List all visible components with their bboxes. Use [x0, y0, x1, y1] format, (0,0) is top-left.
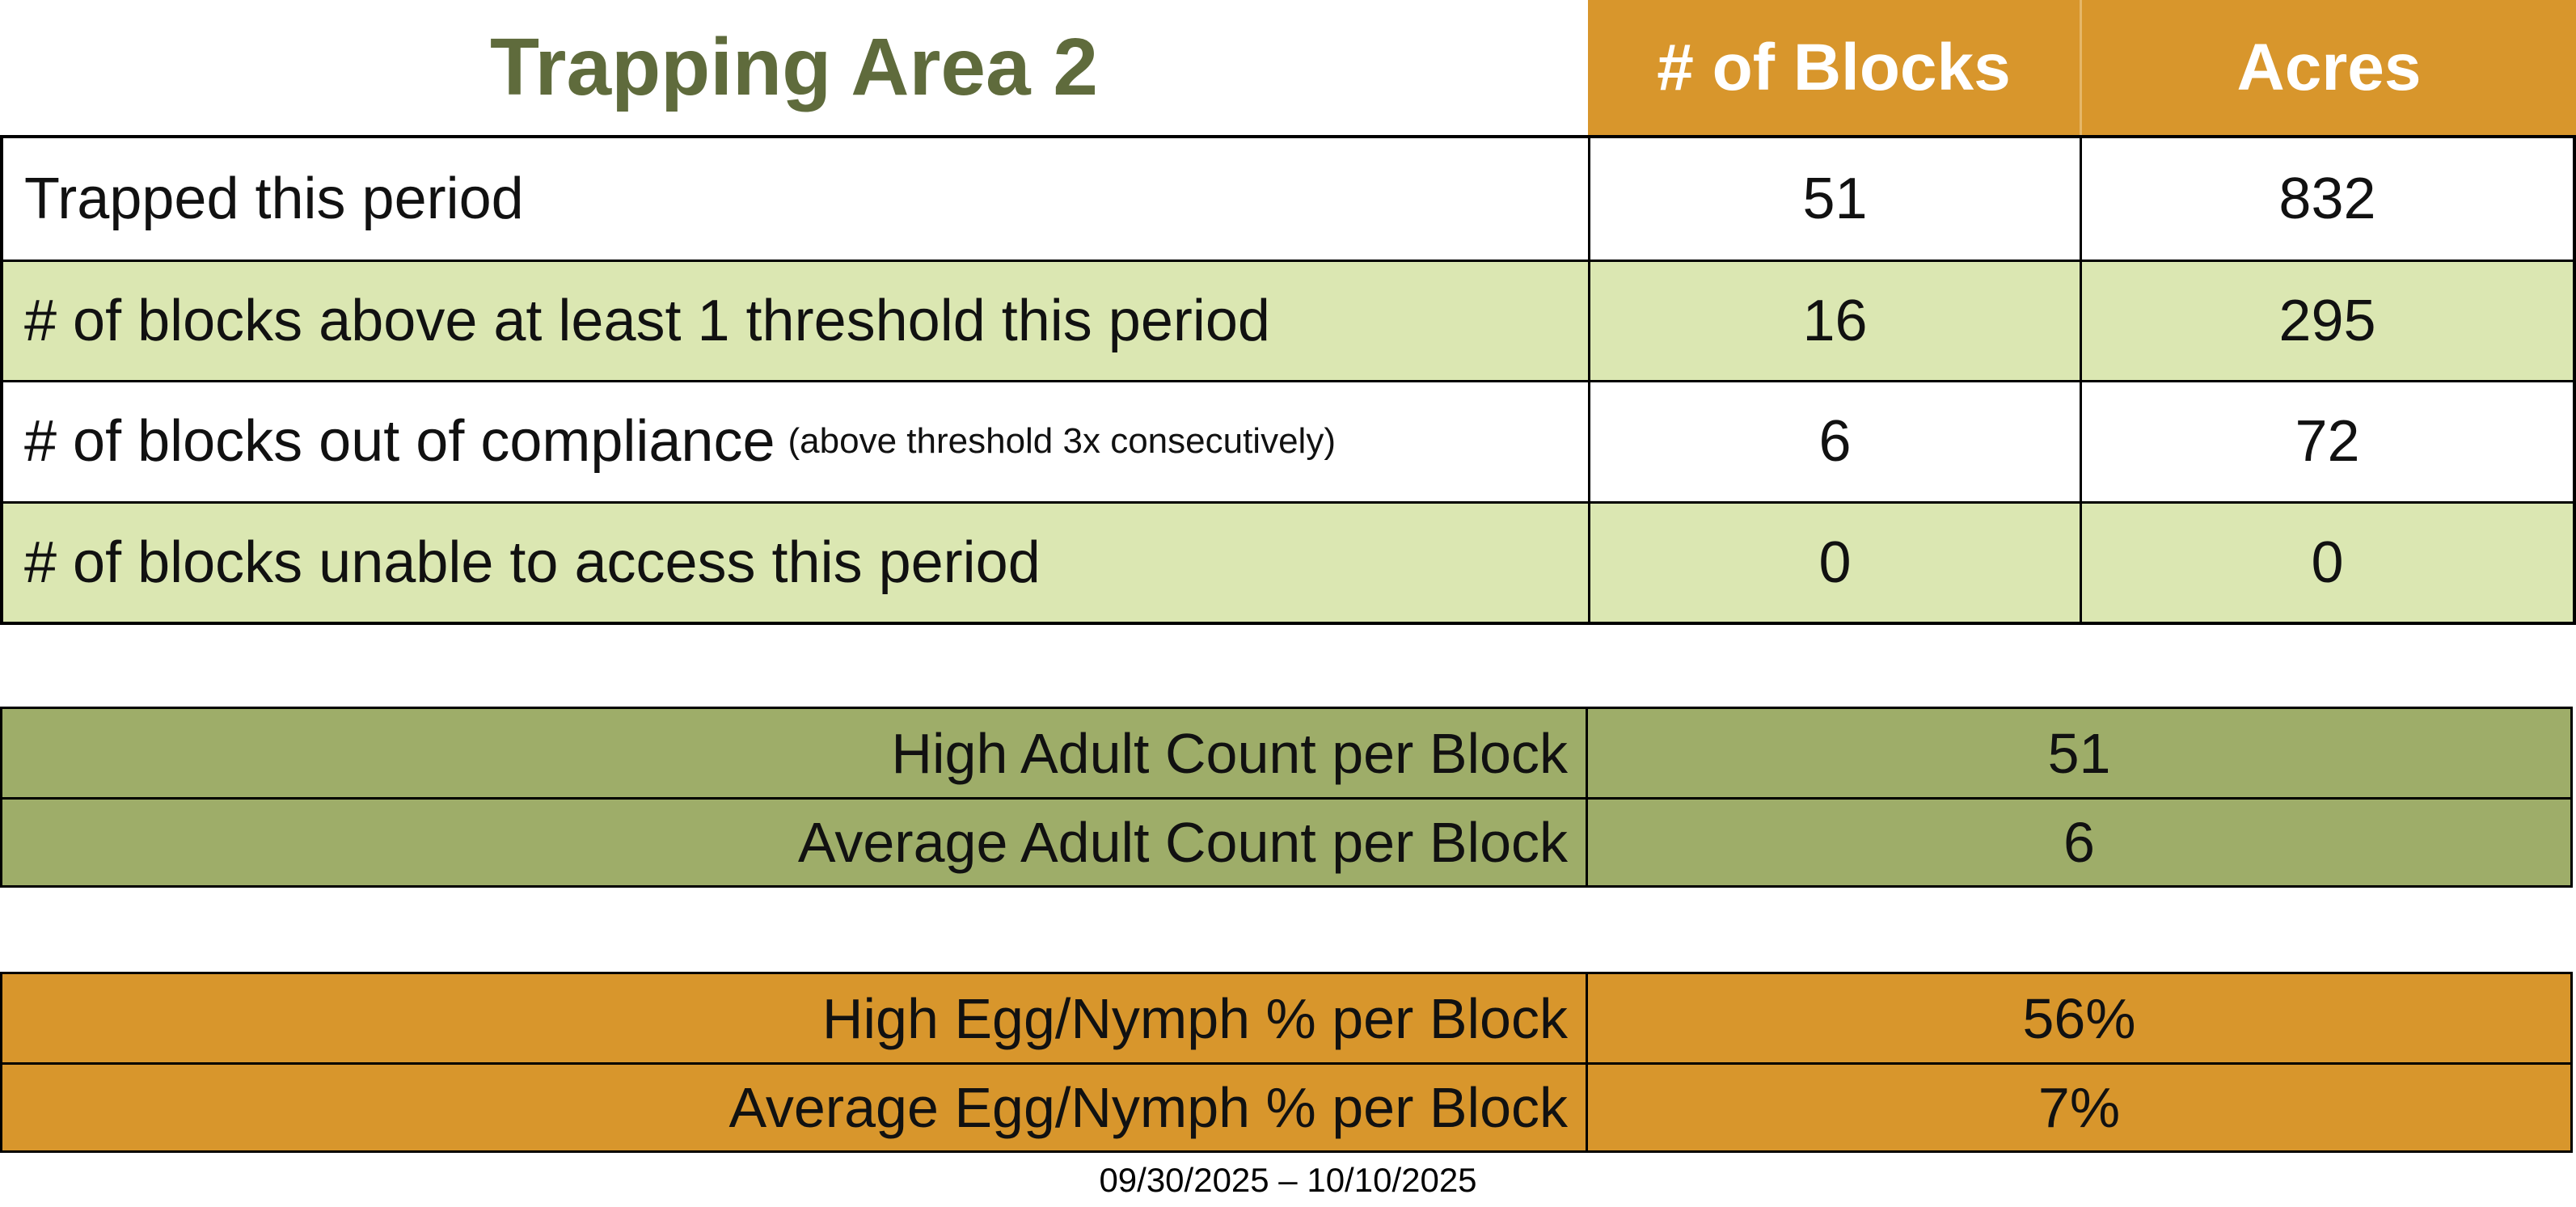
- row-label: # of blocks unable to access this period: [3, 504, 1588, 622]
- blocks-value: 16: [1588, 261, 2080, 380]
- row-label: High Adult Count per Block: [2, 709, 1588, 797]
- acres-value: 0: [2080, 503, 2573, 622]
- acres-value: 72: [2080, 382, 2573, 501]
- row-value: 7%: [2038, 1076, 2121, 1139]
- blocks-value: 0: [1588, 503, 2080, 622]
- row-label: Trapped this period: [3, 138, 1588, 260]
- date-range: 09/30/2025 – 10/10/2025: [1099, 1161, 1477, 1199]
- adult-count-table: High Adult Count per Block 51 Average Ad…: [0, 707, 2573, 888]
- table-row: # of blocks above at least 1 threshold t…: [3, 259, 2573, 381]
- main-table: Trapped this period 51 832 # of blocks a…: [0, 135, 2576, 625]
- row-value: 51: [2047, 721, 2111, 785]
- row-label: # of blocks out of compliance (above thr…: [3, 382, 1588, 501]
- row-value: 6: [2063, 811, 2095, 874]
- row-label: Average Adult Count per Block: [2, 800, 1588, 885]
- row-label-text: # of blocks out of compliance: [24, 409, 775, 475]
- blocks-value: 51: [1588, 138, 2080, 260]
- table-row: Average Egg/Nymph % per Block 7%: [2, 1062, 2570, 1150]
- page-title: Trapping Area 2: [489, 22, 1099, 112]
- row-label-note: (above threshold 3x consecutively): [788, 421, 1336, 462]
- row-label: High Egg/Nymph % per Block: [2, 974, 1588, 1062]
- acres-value: 832: [2080, 138, 2573, 260]
- table-row: High Adult Count per Block 51: [2, 709, 2570, 797]
- header-row: Trapping Area 2 # of Blocks Acres: [0, 0, 2576, 135]
- row-label-text: Trapped this period: [24, 166, 524, 231]
- table-row: Average Adult Count per Block 6: [2, 797, 2570, 885]
- table-row: # of blocks out of compliance (above thr…: [3, 380, 2573, 501]
- column-header-blocks: # of Blocks: [1588, 0, 2080, 135]
- blocks-value: 6: [1588, 382, 2080, 501]
- row-label: # of blocks above at least 1 threshold t…: [3, 262, 1588, 381]
- column-header-acres: Acres: [2080, 0, 2576, 135]
- table-row: # of blocks unable to access this period…: [3, 500, 2573, 622]
- row-value: 56%: [2022, 986, 2136, 1050]
- row-label-text: # of blocks above at least 1 threshold t…: [24, 288, 1270, 353]
- row-label: Average Egg/Nymph % per Block: [2, 1065, 1588, 1150]
- table-row: High Egg/Nymph % per Block 56%: [2, 974, 2570, 1062]
- row-label-text: # of blocks unable to access this period: [24, 530, 1041, 595]
- egg-nymph-table: High Egg/Nymph % per Block 56% Average E…: [0, 972, 2573, 1153]
- table-row: Trapped this period 51 832: [3, 138, 2573, 260]
- acres-value: 295: [2080, 261, 2573, 380]
